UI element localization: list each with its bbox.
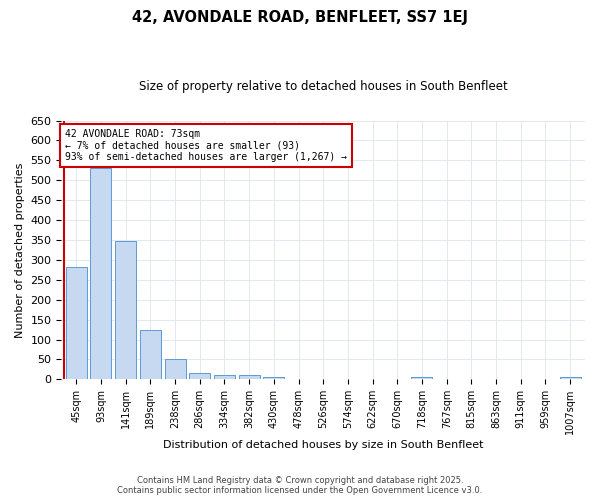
Title: Size of property relative to detached houses in South Benfleet: Size of property relative to detached ho…	[139, 80, 508, 93]
Bar	[412, 377, 433, 380]
X-axis label: Distribution of detached houses by size in South Benfleet: Distribution of detached houses by size …	[163, 440, 484, 450]
Bar	[263, 377, 284, 380]
Text: 42, AVONDALE ROAD, BENFLEET, SS7 1EJ: 42, AVONDALE ROAD, BENFLEET, SS7 1EJ	[132, 10, 468, 25]
Y-axis label: Number of detached properties: Number of detached properties	[15, 162, 25, 338]
Bar	[91, 168, 112, 380]
Bar	[66, 266, 87, 380]
Bar	[140, 330, 161, 380]
Bar	[239, 376, 260, 380]
Bar	[115, 241, 136, 380]
Text: Contains HM Land Registry data © Crown copyright and database right 2025.
Contai: Contains HM Land Registry data © Crown c…	[118, 476, 482, 495]
Bar	[214, 375, 235, 380]
Text: 42 AVONDALE ROAD: 73sqm
← 7% of detached houses are smaller (93)
93% of semi-det: 42 AVONDALE ROAD: 73sqm ← 7% of detached…	[65, 128, 347, 162]
Bar	[560, 377, 581, 380]
Bar	[164, 360, 185, 380]
Bar	[189, 372, 210, 380]
